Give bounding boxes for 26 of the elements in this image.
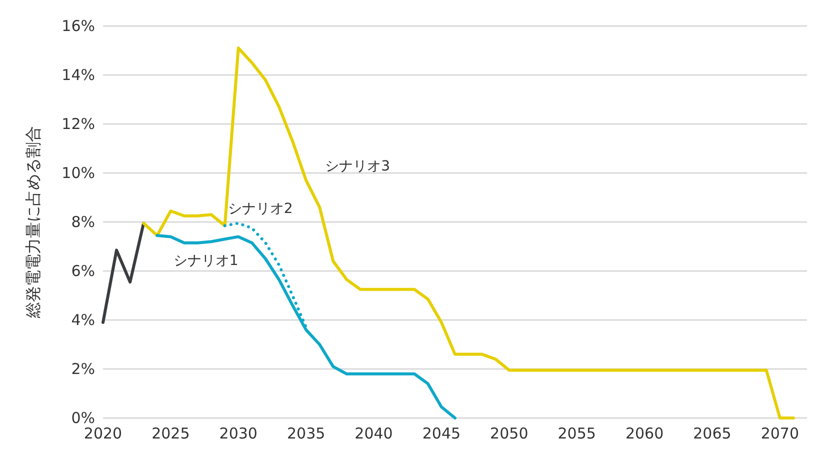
x-tick-label: 2020 <box>84 424 122 442</box>
line-series <box>102 222 146 324</box>
y-tick-label: 4% <box>71 311 95 329</box>
x-tick-label: 2050 <box>490 424 528 442</box>
line-series <box>142 46 795 420</box>
y-tick-label: 12% <box>62 115 95 133</box>
y-tick-label: 16% <box>62 17 95 35</box>
x-tick-label: 2060 <box>625 424 664 442</box>
x-tick-label: 2035 <box>286 424 326 442</box>
y-tick-label: 6% <box>71 262 95 280</box>
series-label: シナリオ2 <box>228 201 293 218</box>
x-tick-label: 2070 <box>760 424 800 442</box>
y-tick-label: 8% <box>71 213 95 231</box>
y-tick-label: 2% <box>71 360 95 378</box>
x-tick-label: 2025 <box>152 424 190 442</box>
y-tick-label: 10% <box>62 164 95 182</box>
y-tick-label: 14% <box>62 66 95 84</box>
x-tick-label: 2065 <box>693 424 732 442</box>
x-tick-label: 2045 <box>422 424 461 442</box>
series-label: シナリオ1 <box>173 252 238 269</box>
x-tick-label: 2030 <box>219 424 258 442</box>
y-tick-label: 0% <box>71 409 95 427</box>
y-axis-title: 総発電電力量に占める割合 <box>24 126 42 319</box>
series-label: シナリオ3 <box>325 158 390 174</box>
x-tick-label: 2055 <box>558 424 596 442</box>
x-tick-label: 2040 <box>354 424 393 442</box>
